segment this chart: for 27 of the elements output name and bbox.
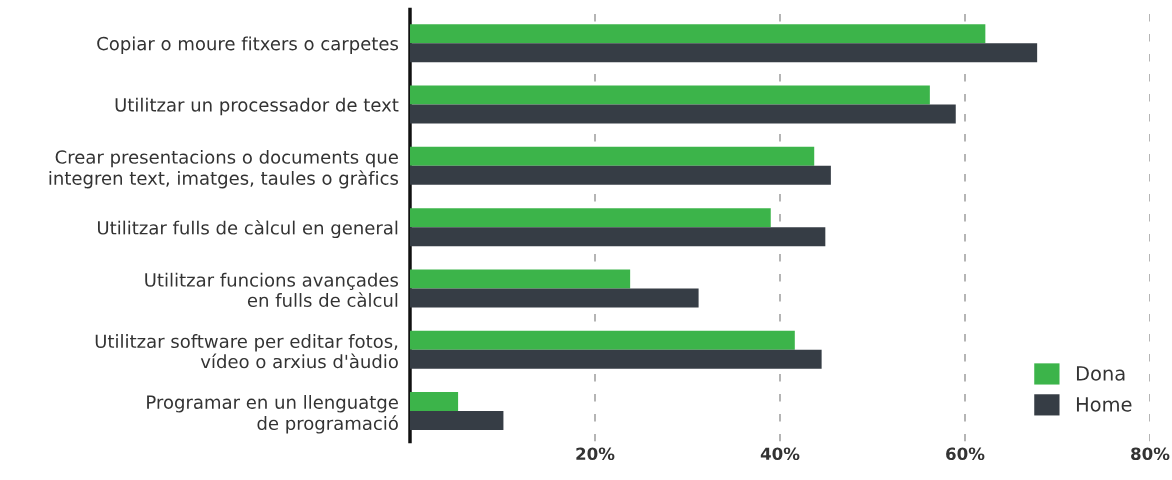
bar <box>410 330 795 350</box>
bar <box>410 24 986 44</box>
y-tick-label: Utilitzar software per editar fotos, vídeo o arxius d'àudio <box>95 334 398 369</box>
bar <box>410 43 1038 63</box>
bar <box>410 208 771 228</box>
x-tick-label: 20% <box>576 447 615 461</box>
y-tick-label: Utilitzar un processador de text <box>115 97 399 116</box>
bar <box>410 146 815 166</box>
bar <box>410 391 459 411</box>
legend-label: Home <box>1076 397 1132 412</box>
bar <box>410 85 930 105</box>
legend-label: Dona <box>1076 366 1125 381</box>
x-tick-label: 60% <box>946 447 985 461</box>
y-tick-label: Crear presentacions o documents que integren text, imatges, taules o gràfics <box>49 149 399 189</box>
bar <box>410 269 631 289</box>
y-tick-label: Copiar o moure fitxers o carpetes <box>97 36 399 54</box>
bar <box>410 165 831 185</box>
bar <box>410 227 826 247</box>
x-tick-label: 40% <box>760 447 800 461</box>
x-tick-label: 80% <box>1131 447 1170 461</box>
bar <box>410 104 956 124</box>
bar <box>410 288 699 308</box>
bar <box>410 349 822 369</box>
y-tick-label: Programar en un llenguatge de programació <box>147 395 398 434</box>
y-tick-label: Utilitzar fulls de càlcul en general <box>98 219 398 239</box>
bar <box>410 410 504 430</box>
y-tick-label: Utilitzar funcions avançades en fulls de càlcul <box>145 272 399 308</box>
